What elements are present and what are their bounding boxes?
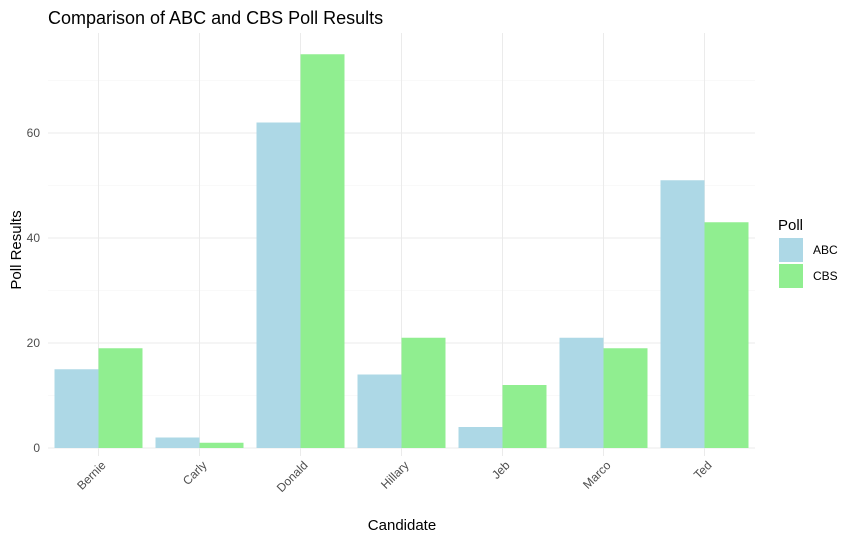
- x-tick-label: Ted: [691, 458, 715, 482]
- x-tick-label: Bernie: [74, 458, 109, 493]
- x-tick-label: Donald: [274, 458, 311, 495]
- chart-title: Comparison of ABC and CBS Poll Results: [48, 8, 383, 28]
- bar-abc-bernie: [54, 369, 99, 448]
- legend-swatch-abc: [779, 238, 803, 262]
- legend: Poll ABC CBS: [778, 217, 838, 288]
- x-tick-label: Jeb: [489, 458, 513, 482]
- x-axis-ticks: Bernie Carly Donald Hillary Jeb Marco Ted: [74, 458, 714, 495]
- x-tick-label: Hillary: [378, 458, 411, 491]
- legend-label-abc: ABC: [813, 243, 838, 257]
- bar-abc-donald: [256, 122, 301, 448]
- bar-abc-jeb: [458, 427, 503, 448]
- bar-abc-marco: [559, 337, 604, 448]
- bar-cbs-jeb: [502, 385, 547, 448]
- bar-cbs-hillary: [401, 337, 446, 448]
- bar-cbs-donald: [300, 54, 345, 448]
- bar-abc-ted: [660, 180, 705, 448]
- bar-cbs-carly: [199, 442, 244, 448]
- x-tick-label: Marco: [580, 458, 614, 492]
- y-axis-ticks: 0 20 40 60: [27, 126, 41, 455]
- y-tick-label: 40: [27, 231, 41, 245]
- bar-cbs-bernie: [98, 348, 143, 448]
- x-tick-label: Carly: [180, 458, 210, 488]
- y-tick-label: 60: [27, 126, 41, 140]
- bar-cbs-ted: [704, 222, 749, 448]
- bars: [54, 54, 749, 448]
- y-tick-label: 20: [27, 336, 41, 350]
- legend-label-cbs: CBS: [813, 269, 838, 283]
- bar-abc-carly: [155, 437, 200, 448]
- bar-abc-hillary: [357, 374, 402, 448]
- bar-cbs-marco: [603, 348, 648, 448]
- x-axis-title: Candidate: [368, 517, 436, 534]
- y-axis-title: Poll Results: [8, 210, 25, 289]
- y-tick-label: 0: [33, 441, 40, 455]
- legend-swatch-cbs: [779, 264, 803, 288]
- legend-title: Poll: [778, 217, 803, 234]
